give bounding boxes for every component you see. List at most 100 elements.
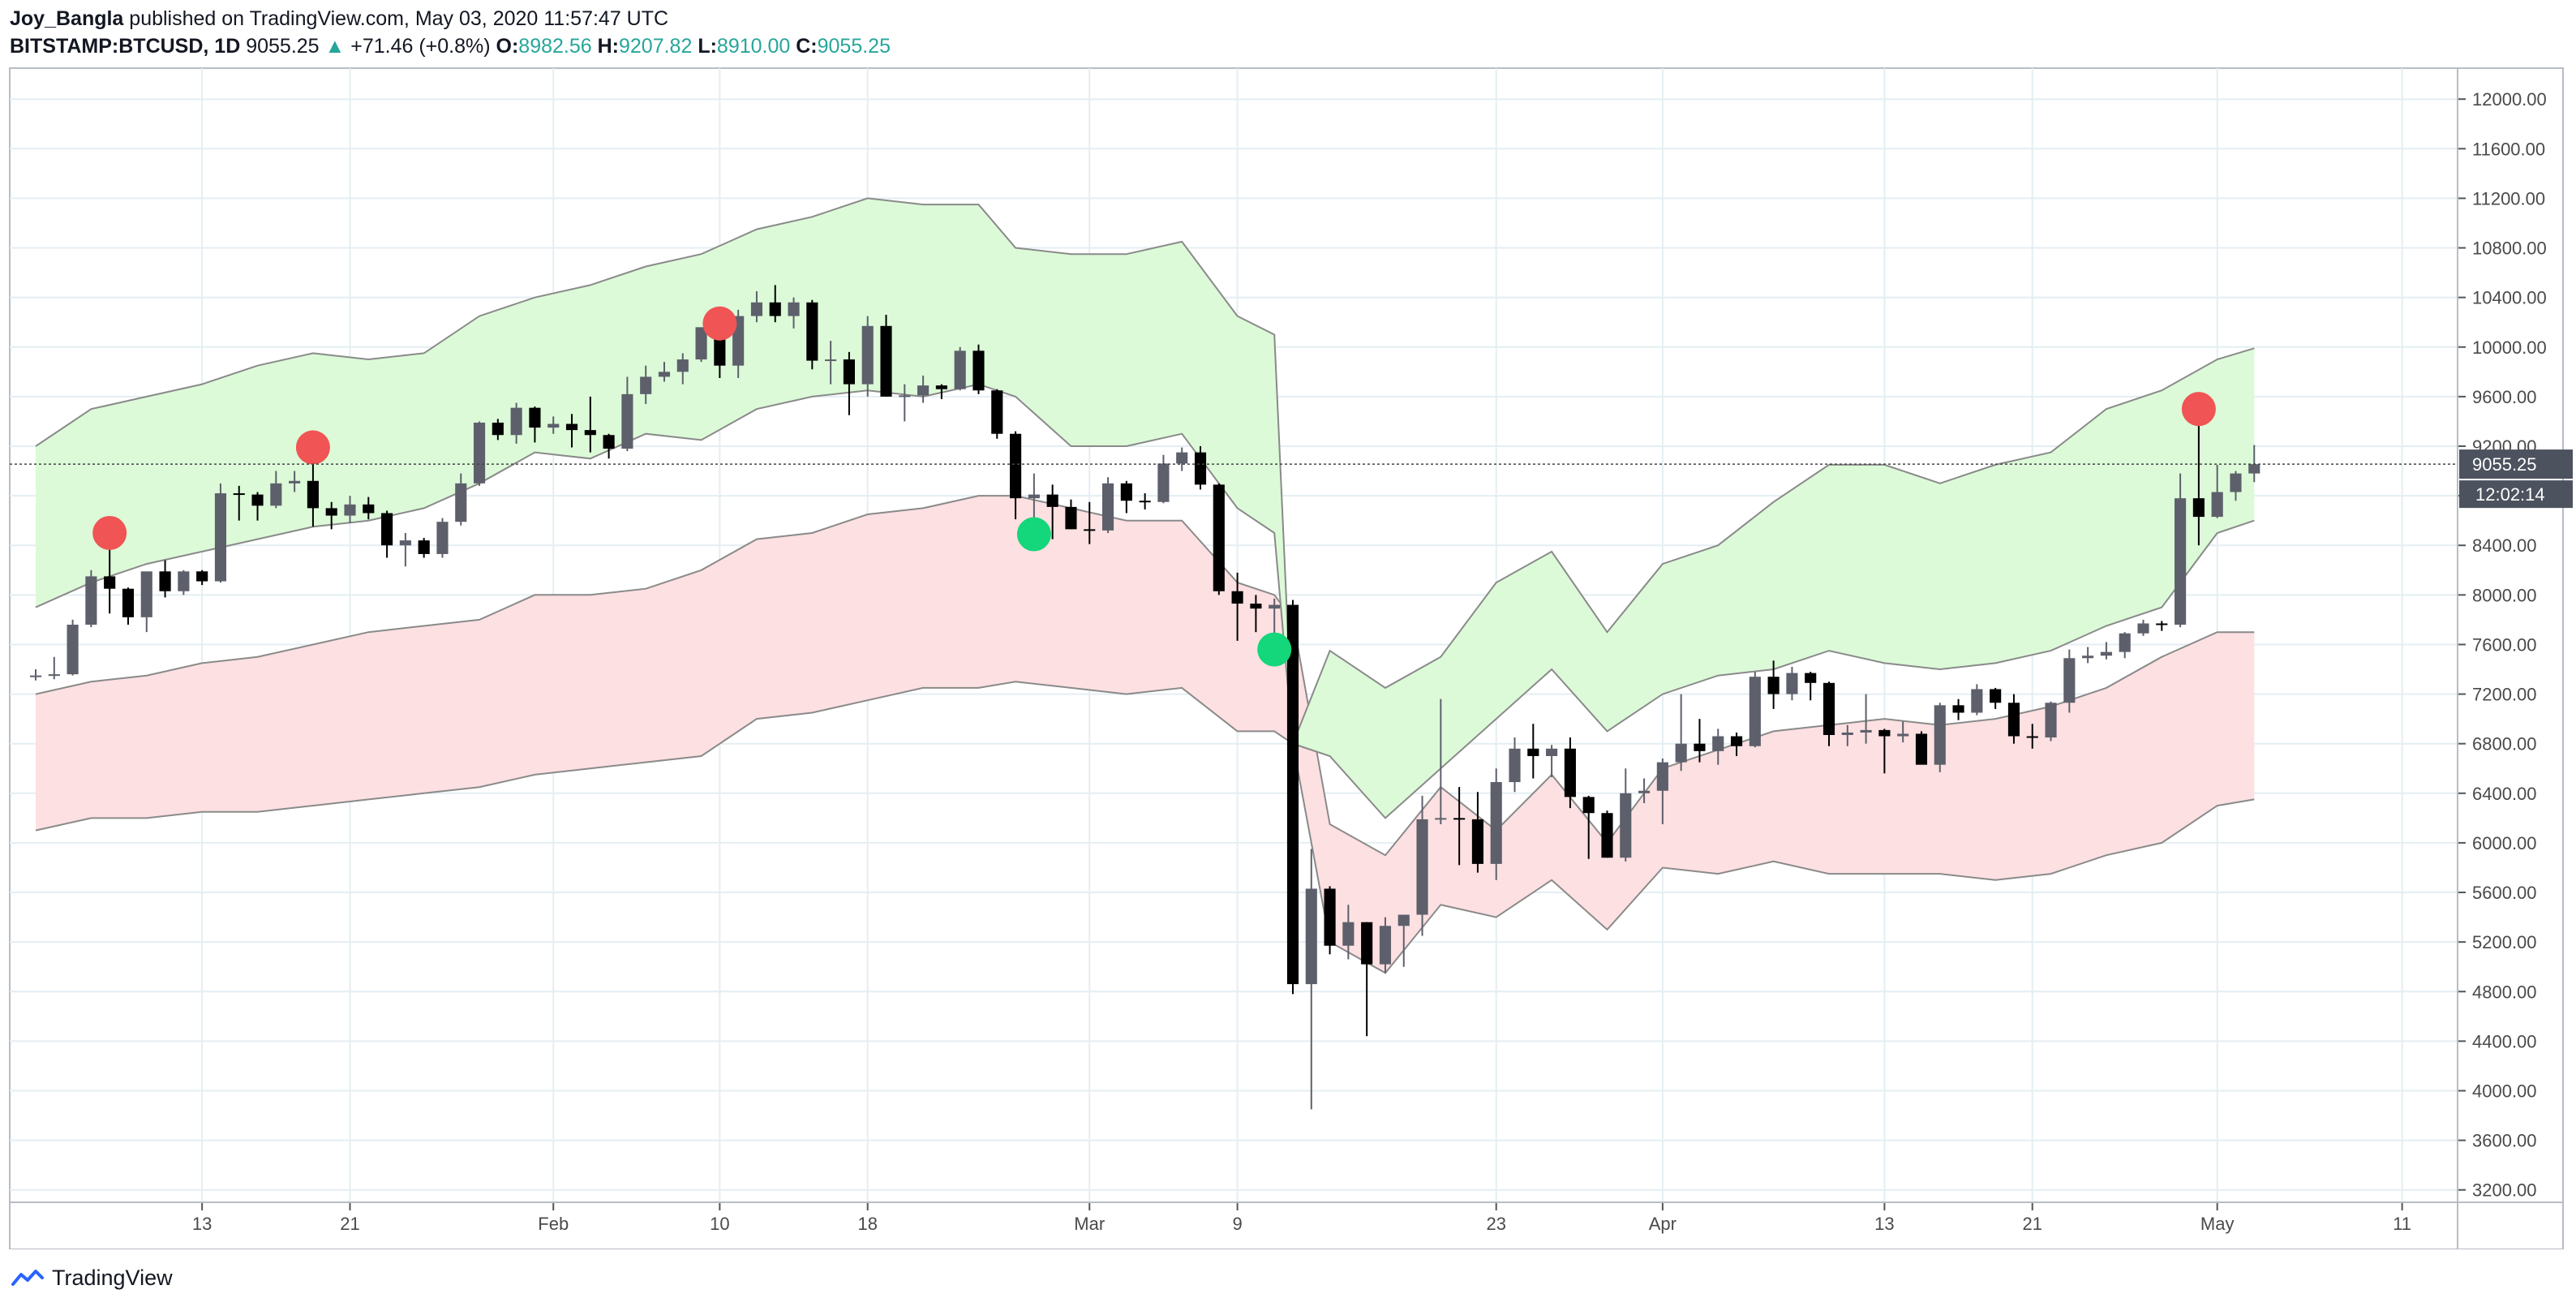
candle-body — [2211, 492, 2223, 518]
candle-body — [825, 359, 837, 362]
tradingview-footer[interactable]: TradingView — [11, 1266, 173, 1291]
candle — [1841, 724, 1853, 746]
candle-body — [2248, 464, 2260, 474]
upper-band-bottom-line — [35, 383, 2255, 819]
candle — [178, 570, 190, 595]
candle-body — [529, 407, 541, 428]
candle — [899, 384, 911, 422]
price-tick-label: 7600.00 — [2472, 634, 2537, 655]
candle — [935, 384, 947, 399]
candle-body — [455, 483, 467, 522]
buy-signal-marker — [1257, 632, 1292, 667]
candle — [769, 285, 781, 323]
candle — [363, 496, 375, 520]
candle — [1952, 698, 1964, 720]
candle-body — [1601, 813, 1613, 858]
candle-body — [214, 493, 227, 582]
price-tick-label: 10800.00 — [2472, 239, 2547, 259]
candle-body — [1915, 733, 1928, 765]
high-value: 9207.82 — [619, 35, 693, 58]
countdown-label: 12:02:14 — [2475, 484, 2545, 505]
candle — [917, 375, 930, 403]
candle — [1213, 483, 1225, 595]
candle-body — [1028, 494, 1040, 499]
candle-body — [325, 508, 337, 516]
candle — [1397, 914, 1410, 967]
candle-body — [344, 504, 356, 516]
candle-body — [2230, 473, 2242, 492]
candle-body — [2175, 498, 2187, 625]
candle-body — [436, 522, 449, 554]
candles — [29, 285, 2260, 1110]
candle — [1990, 687, 2002, 709]
candle — [29, 669, 42, 681]
candle-body — [991, 390, 1003, 434]
candle-body — [954, 350, 966, 389]
close-value: 9055.25 — [817, 35, 891, 58]
candle-body — [1546, 748, 1558, 756]
candle-body — [1286, 604, 1299, 985]
candle-body — [1416, 819, 1428, 915]
candle-body — [1269, 604, 1281, 609]
time-tick-label: 10 — [710, 1214, 729, 1234]
candle-body — [1194, 452, 1207, 485]
price-tick-label: 6800.00 — [2472, 734, 2537, 754]
candle — [603, 433, 615, 459]
candle — [788, 297, 800, 329]
candle-body — [2192, 498, 2205, 518]
symbol-line: BITSTAMP:BTCUSD, 1D 9055.25 ▲ +71.46 (+0… — [10, 32, 891, 60]
candle-body — [899, 395, 911, 398]
candle-body — [2156, 623, 2168, 625]
candle-body — [1361, 922, 1373, 965]
candle — [2119, 632, 2131, 659]
candle-body — [473, 422, 486, 484]
candle — [1509, 737, 1521, 793]
candle-body — [1305, 888, 1317, 985]
candle-body — [1176, 452, 1188, 464]
tradingview-brand: TradingView — [52, 1266, 173, 1290]
candle-body — [289, 480, 301, 484]
upper-band-top-line — [35, 197, 2255, 745]
candle — [381, 510, 393, 558]
price-tick-label: 10400.00 — [2472, 288, 2547, 308]
candle — [233, 485, 245, 521]
candle — [1767, 660, 1780, 709]
candle-body — [1527, 748, 1539, 756]
candle-body — [1897, 733, 1909, 737]
price-chart[interactable]: 12000.00 11600.00 11200.00 10800.00 10400.00… — [0, 0, 2576, 1249]
last-price-label: 9055.25 — [2472, 454, 2537, 475]
candle — [1139, 493, 1151, 509]
candle-body — [1878, 729, 1891, 737]
time-tick-label: 21 — [2022, 1214, 2041, 1234]
candle-body — [861, 325, 874, 385]
candle — [325, 501, 337, 530]
low-label: L: — [692, 35, 717, 58]
time-tick-label: 13 — [1874, 1214, 1894, 1234]
candle-body — [676, 359, 689, 372]
time-tick-label: Feb — [538, 1214, 569, 1234]
candle — [85, 570, 97, 628]
candle — [565, 414, 578, 448]
candle-body — [880, 325, 892, 397]
candle-body — [29, 675, 42, 677]
candle — [843, 351, 855, 415]
candle-body — [159, 571, 171, 591]
author-name[interactable]: Joy_Bangla — [10, 7, 124, 30]
candle-body — [1490, 782, 1502, 864]
countdown-label-bg — [2459, 480, 2573, 509]
candle-body — [1582, 797, 1595, 814]
candle — [344, 496, 356, 523]
lower-band-fill — [36, 496, 2255, 974]
price-tick-label: 4800.00 — [2472, 982, 2537, 1002]
candle-body — [547, 423, 560, 428]
candle — [140, 571, 152, 633]
candle — [2100, 642, 2112, 660]
candle — [1694, 719, 1706, 763]
candle-body — [2137, 623, 2149, 634]
candle-body — [1101, 483, 1114, 531]
indicator-bands — [35, 197, 2255, 974]
candle-body — [418, 540, 430, 554]
candle — [510, 402, 522, 444]
candle-body — [1952, 705, 1964, 713]
candle-body — [1342, 922, 1355, 946]
